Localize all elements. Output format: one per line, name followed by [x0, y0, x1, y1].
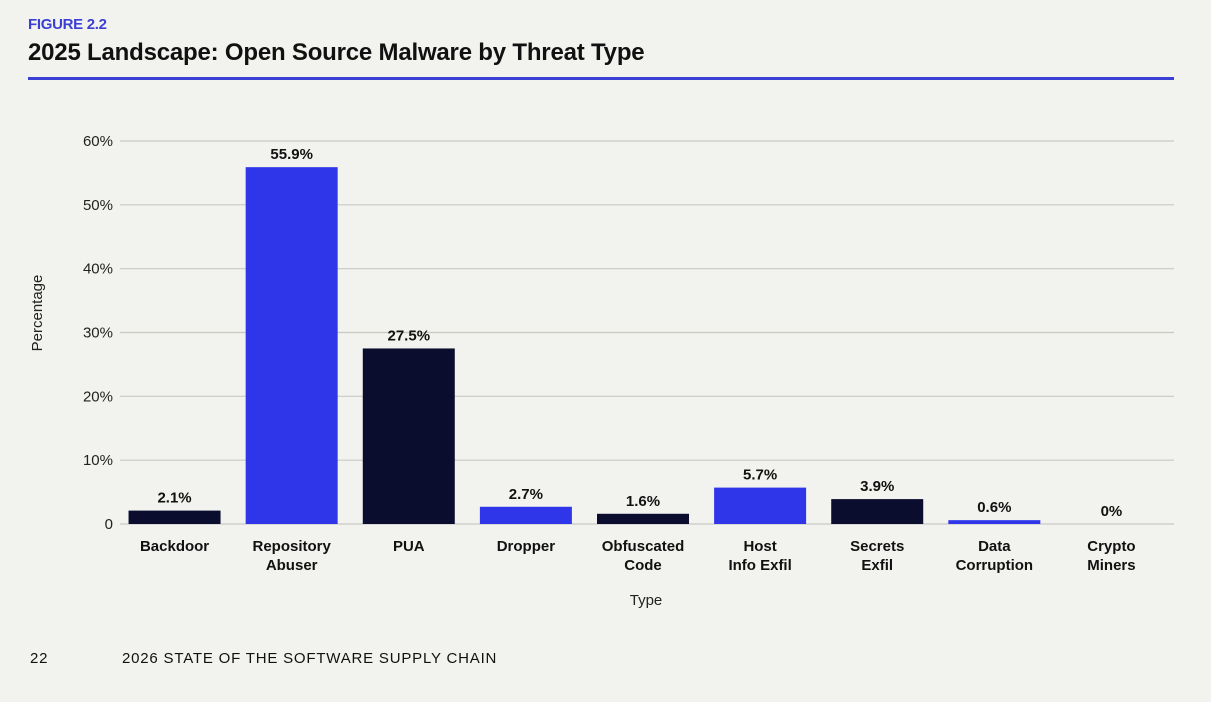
- category-label: Secrets: [850, 538, 904, 555]
- x-axis-categories: Backdoor Repository Abuser PUA Dropper Obfusc…: [140, 538, 1136, 574]
- bar: [597, 513, 689, 524]
- category-label: Dropper: [497, 538, 556, 555]
- figure-label: FIGURE 2.2: [28, 16, 107, 33]
- category-label: Corruption: [956, 557, 1033, 574]
- data-label: 2.1%: [157, 490, 191, 507]
- category-label: Backdoor: [140, 538, 209, 555]
- category-label: Repository: [252, 538, 331, 555]
- bar: [948, 520, 1041, 524]
- y-tick-label: 50%: [83, 197, 113, 214]
- data-label: 5.7%: [743, 467, 777, 484]
- bars: [128, 167, 1041, 524]
- y-axis-ticks: 0 10% 20% 30% 40% 50% 60%: [83, 133, 113, 533]
- y-tick-label: 20%: [83, 388, 113, 405]
- y-axis-label: Percentage: [29, 275, 46, 352]
- bar: [479, 506, 572, 524]
- y-tick-label: 0: [105, 516, 113, 533]
- y-tick-label: 30%: [83, 325, 113, 342]
- data-label: 55.9%: [270, 146, 313, 163]
- data-label: 27.5%: [388, 327, 431, 344]
- chart-title: 2025 Landscape: Open Source Malware by T…: [28, 39, 645, 66]
- x-axis-label: Type: [630, 592, 663, 609]
- category-label: Code: [624, 557, 662, 574]
- title-divider: [28, 77, 1174, 80]
- category-label: PUA: [393, 538, 425, 555]
- category-label: Exfil: [861, 557, 893, 574]
- category-label: Data: [978, 538, 1011, 555]
- data-labels: 2.1% 55.9% 27.5% 2.7% 1.6% 5.7% 3.9% 0.6% 0%: [157, 146, 1122, 520]
- publication-title: 2026 STATE OF THE SOFTWARE SUPPLY CHAIN: [122, 650, 498, 667]
- bar: [714, 487, 807, 524]
- data-label: 3.9%: [860, 478, 894, 495]
- bar: [362, 348, 455, 524]
- category-label: Miners: [1087, 557, 1135, 574]
- category-label: Host: [743, 538, 776, 555]
- bar: [245, 167, 338, 524]
- category-label: Crypto: [1087, 538, 1135, 555]
- data-label: 1.6%: [626, 493, 660, 510]
- category-label: Obfuscated: [602, 538, 685, 555]
- bar: [831, 499, 924, 524]
- page-number: 22: [30, 650, 49, 667]
- bar: [128, 510, 221, 524]
- data-label: 0.6%: [977, 499, 1011, 516]
- y-tick-label: 60%: [83, 133, 113, 150]
- category-label: Abuser: [266, 557, 318, 574]
- y-tick-label: 40%: [83, 261, 113, 278]
- y-tick-label: 10%: [83, 452, 113, 469]
- data-label: 0%: [1101, 503, 1123, 520]
- category-label: Info Exfil: [728, 557, 791, 574]
- data-label: 2.7%: [509, 486, 543, 503]
